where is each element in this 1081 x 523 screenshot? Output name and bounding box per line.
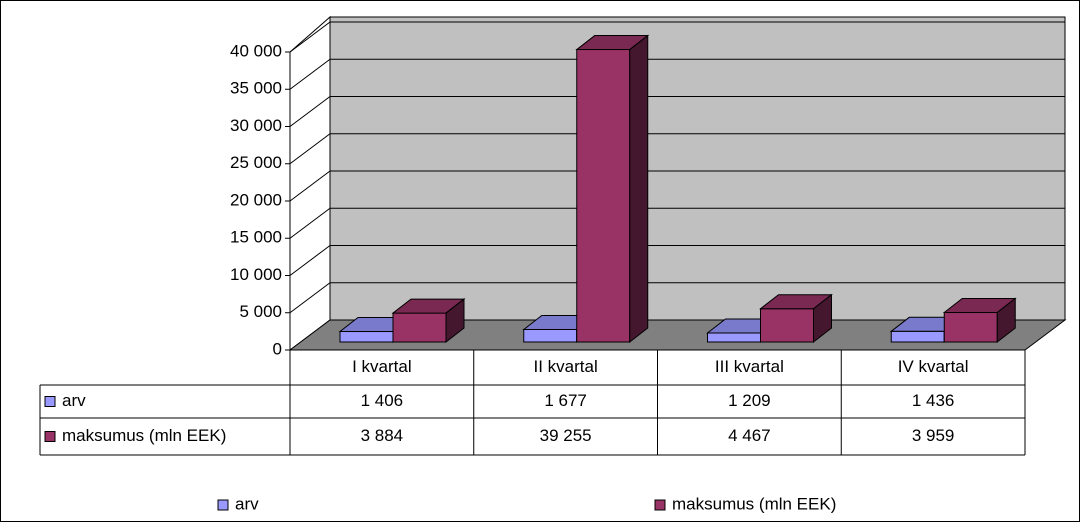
legend-key bbox=[217, 499, 229, 511]
table-value: 1 406 bbox=[361, 391, 404, 410]
grid-line bbox=[289, 170, 331, 202]
x-tick-label: II kvartal bbox=[534, 357, 598, 376]
legend-key bbox=[654, 499, 666, 511]
table-value: 39 255 bbox=[540, 426, 592, 445]
floor bbox=[288, 319, 1067, 351]
grid-line bbox=[289, 245, 331, 276]
bar bbox=[707, 332, 761, 343]
y-tick-label: 40 000 bbox=[230, 41, 282, 60]
side-wall bbox=[289, 15, 331, 351]
grid-line bbox=[289, 96, 331, 127]
x-tick-label: IV kvartal bbox=[898, 357, 969, 376]
x-tick-label: I kvartal bbox=[352, 357, 412, 376]
table-legend-key bbox=[44, 431, 56, 442]
bar bbox=[523, 329, 578, 343]
grid-line bbox=[289, 207, 331, 239]
bar-side bbox=[996, 297, 1016, 344]
grid-line bbox=[289, 58, 331, 90]
table-value: 3 959 bbox=[912, 426, 955, 445]
grid-line bbox=[289, 21, 331, 53]
legend-label: arv bbox=[235, 494, 259, 513]
bar-side bbox=[629, 34, 649, 344]
x-tick-label: III kvartal bbox=[715, 357, 784, 376]
bar bbox=[760, 308, 814, 343]
bar bbox=[576, 49, 631, 343]
table-series-name: arv bbox=[62, 391, 86, 410]
table-value: 1 436 bbox=[912, 391, 955, 410]
bar-side bbox=[813, 293, 832, 344]
bar bbox=[943, 312, 998, 343]
bar bbox=[339, 331, 394, 343]
table-value: 3 884 bbox=[361, 426, 404, 445]
grid-line bbox=[289, 282, 331, 314]
table-value: 1 209 bbox=[728, 391, 771, 410]
y-tick-label: 15 000 bbox=[230, 228, 282, 247]
back-wall bbox=[329, 16, 1066, 321]
y-tick-label: 10 000 bbox=[230, 265, 282, 284]
bar bbox=[890, 330, 945, 343]
legend-label: maksumus (mln EEK) bbox=[672, 494, 836, 513]
bar bbox=[392, 312, 447, 343]
y-tick-label: 30 000 bbox=[230, 116, 282, 135]
y-tick-label: 20 000 bbox=[230, 190, 282, 209]
bar-side bbox=[445, 298, 465, 344]
grid-line bbox=[289, 133, 331, 165]
y-tick-label: 35 000 bbox=[230, 79, 282, 98]
table-series-name: maksumus (mln EEK) bbox=[62, 426, 226, 445]
y-tick-label: 5 000 bbox=[239, 302, 282, 321]
table-value: 1 677 bbox=[544, 391, 587, 410]
y-tick-label: 0 bbox=[273, 339, 282, 358]
table-value: 4 467 bbox=[728, 426, 771, 445]
table-legend-key bbox=[44, 396, 56, 407]
y-tick-label: 25 000 bbox=[230, 153, 282, 172]
